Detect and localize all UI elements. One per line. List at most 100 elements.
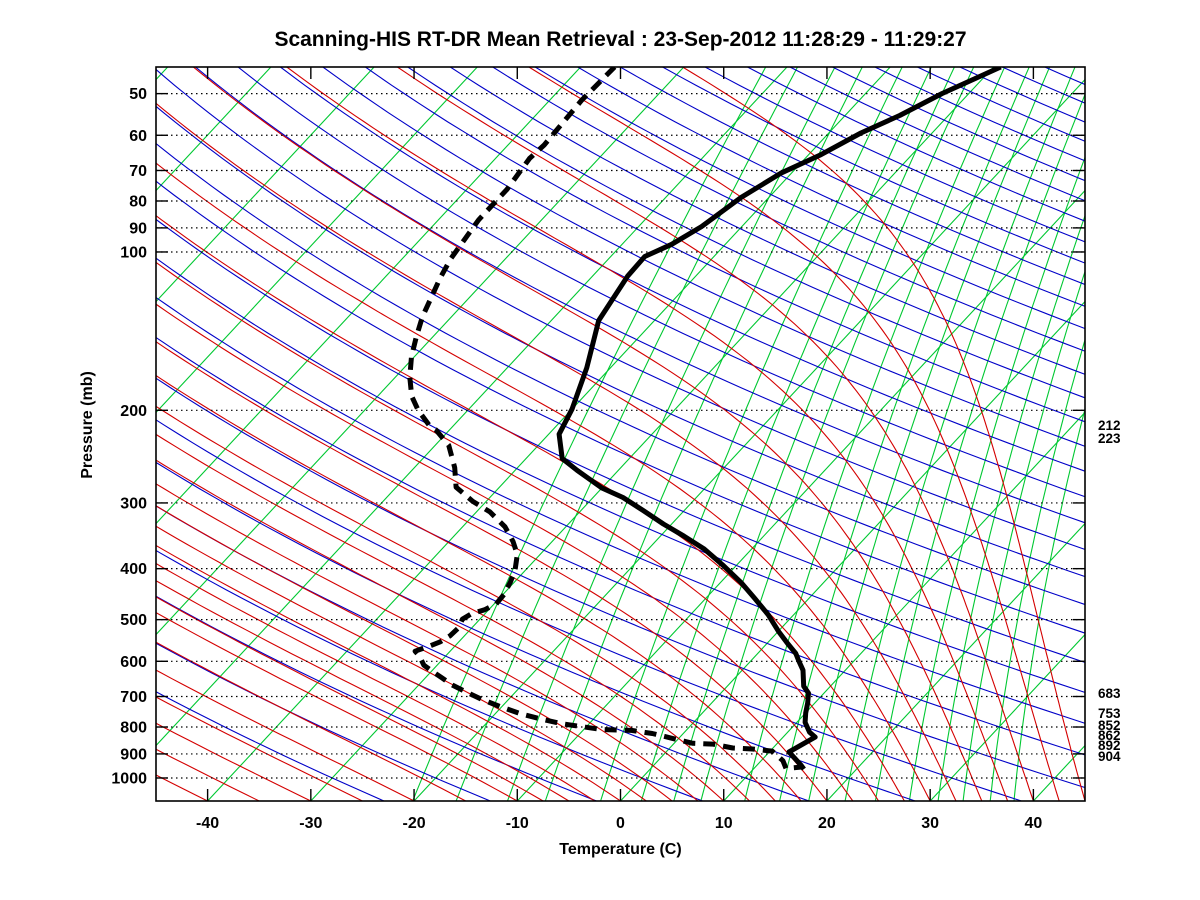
dry-adiabat-line [577,67,1085,307]
moist-adiabat-line [156,774,208,801]
x-tick-label: 30 [921,815,939,832]
mixing-ratio-line [744,67,1006,801]
moist-adiabat-line [156,669,415,801]
dry-adiabat-line [449,67,1085,375]
x-tick-label: -40 [196,815,219,832]
moist-adiabat-line [192,67,983,801]
moist-adiabat-line [0,67,1,801]
mixing-ratio-line [874,93,1085,801]
dry-adiabat-line [156,419,1022,801]
y-tick-label: 1000 [111,770,147,787]
pressure-level-label: 683 [1098,686,1121,701]
moist-adiabat-line [156,562,595,801]
mixing-ratio-line [962,269,1085,801]
moist-adiabat-line [682,67,1085,801]
y-tick-label: 300 [120,495,147,512]
moist-adiabat-line [156,162,931,801]
mixing-ratio-line [989,337,1085,801]
x-tick-label: 0 [616,815,625,832]
mixing-ratio-line [412,67,767,801]
moist-adiabat-line [397,67,1034,801]
dry-adiabat-line [789,67,1085,202]
dewpoint-profile-line [407,67,803,771]
y-tick-label: 600 [120,654,147,671]
isotherm-line [516,189,1085,801]
x-tick-label: -30 [299,815,322,832]
mixing-ratio-line [700,67,975,801]
dry-adiabat-line [1044,67,1085,86]
dry-adiabat-line [747,67,1085,222]
mixing-ratio-line [908,155,1085,801]
pressure-level-label: 862 [1098,728,1121,743]
isotherm-line [207,67,891,801]
dry-adiabat-line [156,68,1085,550]
mixing-ratio-line [544,67,863,801]
isotherm-line [620,300,1085,801]
dry-adiabat-line [662,67,1085,264]
mixing-ratio-line [779,67,1030,801]
pressure-level-label: 904 [1098,749,1121,764]
dry-adiabat-line [1172,67,1200,801]
moist-adiabat-line [156,405,776,801]
isotherm-line [156,67,582,525]
y-tick-label: 900 [120,746,147,763]
dry-adiabat-line [1130,67,1200,801]
moist-adiabat-line [156,303,854,801]
moist-adiabat-line [156,102,957,801]
x-tick-label: 40 [1024,815,1042,832]
moist-adiabat-line [156,433,750,801]
dry-adiabat-line [156,377,1085,789]
mixing-ratio-line [455,67,798,801]
isotherm-line [156,67,272,192]
dry-adiabat-line [156,180,1085,634]
pressure-level-label: 892 [1098,738,1121,753]
moist-adiabat-line [156,374,802,801]
x-tick-label: -20 [402,815,425,832]
dry-adiabat-line [156,505,810,801]
y-tick-label: 60 [129,128,147,145]
moist-adiabat-line [0,67,104,801]
chart-title: Scanning-HIS RT-DR Mean Retrieval : 23-S… [274,28,967,51]
plot-border [155,66,1086,802]
dry-adiabat-line [156,218,1085,663]
mixing-ratio-line [808,67,1051,801]
temperature-profile-line [556,67,1002,771]
pressure-level-label: 852 [1098,718,1121,733]
mixing-ratio-line [1013,406,1085,801]
mixing-ratio-line [937,214,1085,801]
dry-adiabat-line [237,67,1085,498]
dry-adiabat-line [156,642,491,801]
dry-adiabat-line [619,67,1085,286]
plot-lines-group [0,67,1200,801]
dry-adiabat-line [492,67,1085,352]
isotherm-line [826,522,1085,801]
dry-adiabat-line [407,67,1085,399]
y-tick-label: 50 [129,86,147,103]
dry-adiabat-line [156,549,703,801]
isotherm-line [156,67,375,303]
moist-adiabat-line [156,580,570,801]
x-tick-label: 10 [715,815,733,832]
y-tick-label: 80 [129,193,147,210]
isotherm-line [310,67,994,801]
y-tick-label: 200 [120,403,147,420]
x-axis-title: Temperature (C) [559,841,682,858]
mixing-ratio-line [844,67,1076,801]
moist-adiabat-line [156,215,905,801]
dry-adiabat-line [156,595,597,801]
dry-adiabat-line [322,67,1085,447]
moist-adiabat-line [286,67,1009,801]
dry-adiabat-line [280,67,1085,472]
pressure-level-label: 223 [1098,431,1121,446]
x-tick-label: 20 [818,815,836,832]
dry-adiabat-line [156,461,916,801]
dry-adiabat-line [156,257,1085,694]
y-tick-label: 70 [129,163,147,180]
moist-adiabat-line [156,341,828,801]
y-tick-label: 90 [129,220,147,237]
isotherm-line [156,67,788,747]
moist-adiabat-line [156,611,518,801]
dry-adiabat-line [156,296,1085,724]
